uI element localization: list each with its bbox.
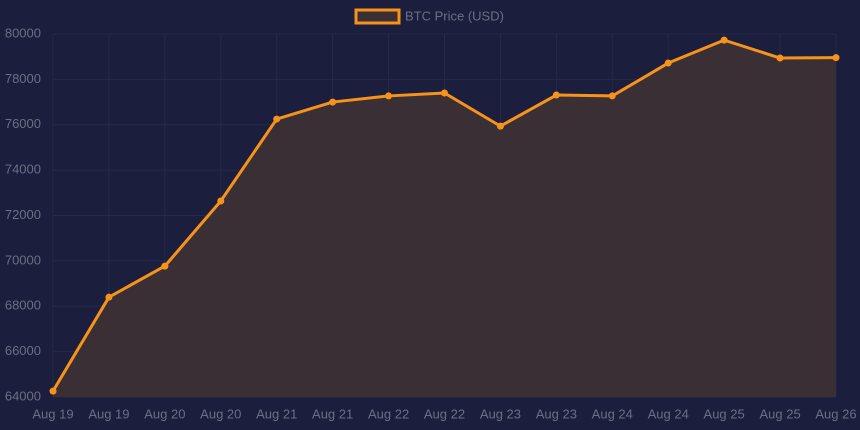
point	[776, 54, 784, 62]
x-tick-label: Aug 22	[368, 406, 409, 421]
y-tick-label: 70000	[5, 252, 41, 267]
x-tick-label: Aug 19	[88, 406, 129, 421]
point	[217, 197, 225, 205]
point	[720, 36, 728, 44]
legend-label: BTC Price (USD)	[405, 8, 504, 23]
y-tick-label: 66000	[5, 343, 41, 358]
point	[273, 115, 281, 123]
x-tick-label: Aug 25	[704, 406, 745, 421]
point	[105, 293, 113, 301]
y-tick-label: 76000	[5, 116, 41, 131]
x-tick-label: Aug 23	[536, 406, 577, 421]
y-tick-label: 78000	[5, 71, 41, 86]
y-tick-label: 74000	[5, 162, 41, 177]
point	[608, 92, 616, 100]
y-tick-label: 68000	[5, 298, 41, 313]
point	[329, 98, 337, 106]
point	[49, 387, 57, 395]
y-tick-label: 64000	[5, 388, 41, 403]
point	[832, 54, 840, 62]
x-tick-label: Aug 23	[480, 406, 521, 421]
x-tick-label: Aug 24	[648, 406, 689, 421]
x-tick-label: Aug 22	[424, 406, 465, 421]
x-tick-label: Aug 25	[759, 406, 800, 421]
x-tick-label: Aug 26	[815, 406, 856, 421]
x-tick-label: Aug 20	[200, 406, 241, 421]
point	[385, 92, 393, 100]
x-tick-label: Aug 21	[256, 406, 297, 421]
x-tick-label: Aug 21	[312, 406, 353, 421]
point	[441, 89, 448, 97]
legend-swatch	[354, 8, 401, 25]
point	[161, 262, 169, 270]
x-tick-label: Aug 19	[32, 406, 73, 421]
point	[552, 91, 560, 99]
x-tick-label: Aug 24	[592, 406, 633, 421]
y-tick-label: 72000	[5, 207, 41, 222]
area	[53, 40, 836, 398]
point	[664, 59, 672, 67]
x-tick-label: Aug 20	[144, 406, 185, 421]
y-tick-label: 80000	[5, 25, 41, 40]
point	[496, 122, 504, 130]
